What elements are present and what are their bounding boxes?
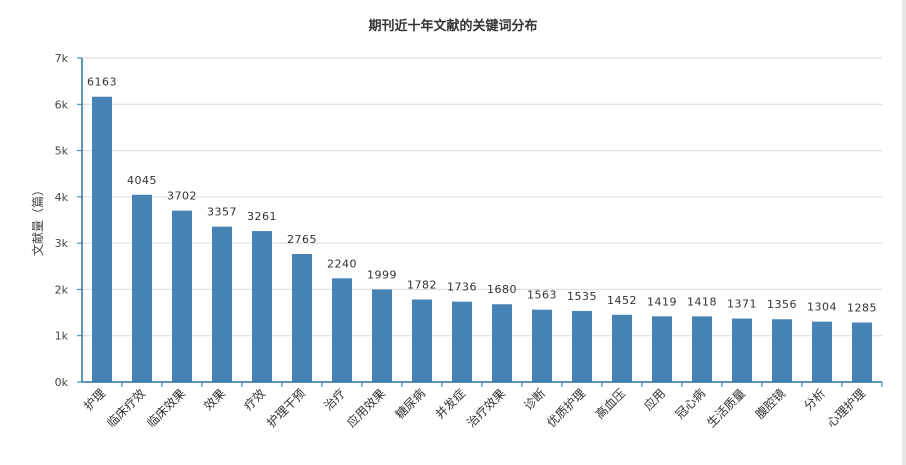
x-tick-label: 生活质量: [704, 386, 748, 430]
data-label: 6163: [87, 76, 117, 89]
x-tick-label: 应用效果: [344, 386, 389, 431]
data-label: 3261: [247, 210, 277, 223]
bar[interactable]: [252, 231, 272, 382]
bar[interactable]: [172, 210, 192, 382]
data-labels: 6163 4045 3702 3357 3261 2765 2240 1999 1782 1736…: [87, 76, 877, 315]
bar[interactable]: [132, 194, 152, 382]
x-tick-label: 治疗效果: [464, 386, 509, 431]
data-label: 1999: [367, 268, 397, 281]
bar[interactable]: [492, 304, 512, 382]
bar[interactable]: [692, 316, 712, 382]
x-tick-label: 心理护理: [824, 386, 868, 430]
data-label: 1736: [447, 281, 477, 294]
y-tick-label: 0k: [55, 376, 69, 389]
x-tick-label: 效果: [201, 386, 229, 414]
data-label: 1371: [727, 298, 757, 311]
data-label: 3357: [207, 206, 237, 219]
x-tick-label: 临床效果: [144, 386, 189, 431]
bar[interactable]: [452, 301, 472, 382]
scrollbar[interactable]: [902, 0, 906, 465]
y-tick-label: 7k: [55, 52, 69, 65]
data-label: 2240: [327, 257, 357, 270]
data-label: 4045: [127, 174, 157, 187]
x-tick-label: 腹腔镜: [752, 386, 788, 422]
bar[interactable]: [532, 309, 552, 382]
grid-lines: [82, 57, 882, 337]
data-label: 1356: [767, 298, 797, 311]
chart-title: 期刊近十年文献的关键词分布: [368, 18, 537, 34]
y-tick-label: 4k: [55, 191, 69, 204]
bar[interactable]: [212, 226, 232, 382]
y-tick-label: 2k: [55, 283, 69, 296]
data-label: 1304: [807, 301, 837, 314]
y-axis-ticks: 0k 1k 2k 3k 4k 5k 6k 7k: [55, 52, 82, 389]
y-axis-label: 文献量（篇）: [30, 184, 45, 256]
bar[interactable]: [852, 322, 872, 382]
x-tick-label: 高血压: [592, 386, 628, 422]
data-label: 1452: [607, 294, 637, 307]
x-tick-label: 应用: [641, 386, 669, 414]
data-label: 1535: [567, 290, 597, 303]
data-label: 1419: [647, 295, 677, 308]
bar[interactable]: [812, 321, 832, 382]
x-tick-label: 护理: [81, 386, 108, 413]
y-tick-label: 1k: [55, 330, 69, 343]
bar[interactable]: [92, 96, 112, 382]
y-tick-label: 6k: [55, 98, 69, 111]
bar[interactable]: [412, 299, 432, 382]
data-label: 1782: [407, 279, 437, 292]
data-label: 3702: [167, 190, 197, 203]
x-tick-label: 优质护理: [544, 386, 588, 430]
bar[interactable]: [572, 310, 592, 382]
bar[interactable]: [332, 278, 352, 382]
x-tick-label: 治疗: [321, 386, 348, 413]
bar[interactable]: [372, 289, 392, 382]
x-tick-label: 并发症: [432, 386, 468, 422]
y-tick-label: 3k: [55, 237, 69, 250]
x-tick-label: 冠心病: [672, 386, 708, 422]
x-tick-label: 临床疗效: [104, 386, 149, 431]
x-tick-label: 糖尿病: [392, 386, 428, 422]
data-label: 1285: [847, 302, 877, 315]
bar[interactable]: [732, 318, 752, 382]
data-label: 2765: [287, 233, 317, 246]
data-label: 1680: [487, 283, 517, 296]
data-label: 1418: [687, 295, 717, 308]
x-tick-label: 分析: [801, 386, 828, 413]
bars: [92, 96, 872, 382]
x-tick-label: 疗效: [241, 386, 269, 414]
y-tick-label: 5k: [55, 145, 69, 158]
x-tick-label: 诊断: [521, 386, 549, 414]
x-tick-label: 护理干预: [264, 386, 308, 430]
data-label: 1563: [527, 289, 557, 302]
bar[interactable]: [652, 316, 672, 382]
bar[interactable]: [612, 314, 632, 382]
bar[interactable]: [772, 319, 792, 382]
bar[interactable]: [292, 254, 312, 382]
